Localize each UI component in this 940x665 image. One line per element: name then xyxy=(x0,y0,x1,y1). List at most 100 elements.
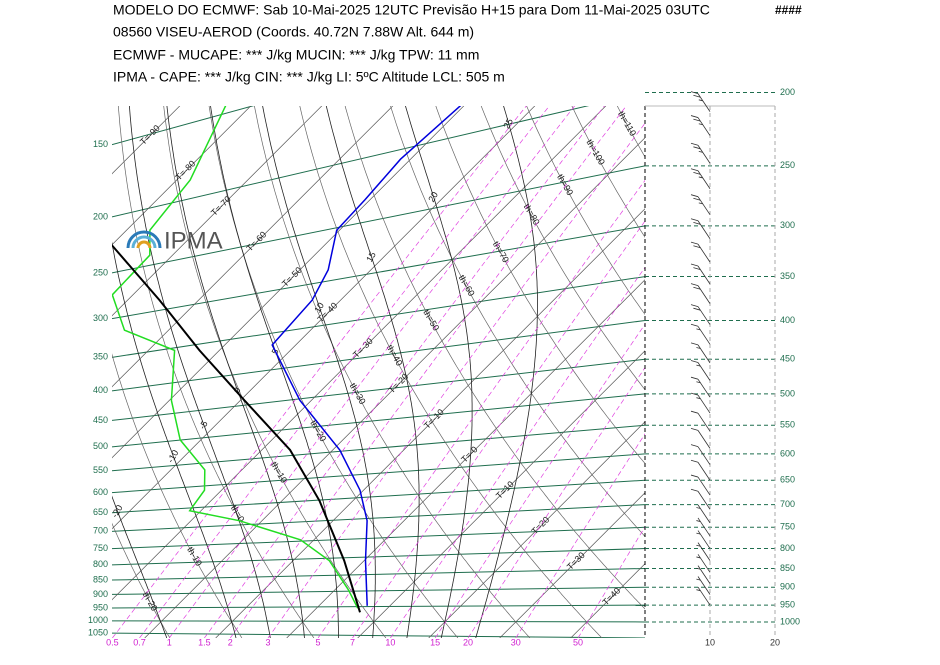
moist-adiabat-label: 20 xyxy=(426,190,440,204)
mixing-ratio-line xyxy=(229,106,627,638)
isobar xyxy=(112,479,645,514)
wind-barb xyxy=(690,392,711,414)
dry-adiabat-label: th=110 xyxy=(616,109,638,137)
isobar xyxy=(112,604,645,609)
y-tick-label: 1000 xyxy=(88,615,108,625)
isotherm-label: T=-90 xyxy=(138,123,162,147)
y2-tick-label: 700 xyxy=(780,499,795,509)
y-tick-label: 1050 xyxy=(88,627,108,637)
y2-tick-label: 350 xyxy=(780,271,795,281)
wind-barb xyxy=(690,218,711,239)
y2-tick-label: 800 xyxy=(780,543,795,553)
wind-barb xyxy=(696,565,711,584)
y-tick-label: 650 xyxy=(93,507,108,517)
dry-adiabat xyxy=(112,522,171,638)
mixing-ratio-line xyxy=(390,266,645,638)
wind-barb xyxy=(696,586,711,606)
isotherm xyxy=(112,106,394,388)
wind-barb xyxy=(696,504,711,524)
y-tick-label: 400 xyxy=(93,385,108,395)
moist-adiabat-label: -5 xyxy=(197,419,210,431)
isotherm xyxy=(215,208,645,638)
y-tick-label: 700 xyxy=(93,526,108,536)
dry-adiabat xyxy=(571,106,645,238)
logo-text: IPMA xyxy=(164,227,223,254)
mixing-ratio-line xyxy=(168,106,576,638)
y2-tick-label: 450 xyxy=(780,354,795,364)
wind-barb xyxy=(690,304,711,325)
wind-barb xyxy=(696,576,711,595)
wind-x-tick-label: 20 xyxy=(770,637,780,647)
isotherm xyxy=(286,279,645,638)
dry-adiabat-label: th=50 xyxy=(421,308,441,333)
y-tick-label: 200 xyxy=(93,211,108,221)
isotherm xyxy=(112,106,323,317)
isotherm-label: T=-70 xyxy=(209,194,233,218)
wind-barb xyxy=(690,427,711,449)
moist-adiabat xyxy=(210,106,340,638)
isotherm-label: T=-20 xyxy=(386,371,410,395)
isobar xyxy=(112,548,645,566)
mixing-ratio-line xyxy=(317,179,645,638)
y-tick-label: 250 xyxy=(93,267,108,277)
wind-barb xyxy=(690,360,711,381)
isotherm-label: T=-0 xyxy=(459,444,479,464)
y2-tick-label: 300 xyxy=(780,220,795,230)
y-tick-label: 950 xyxy=(93,602,108,612)
isobar xyxy=(112,526,645,550)
isobar xyxy=(112,106,255,146)
mixing-ratio-line xyxy=(139,106,550,638)
mixing-ratio-label: 5 xyxy=(316,637,321,647)
wind-barb xyxy=(690,263,711,285)
isobar xyxy=(112,276,645,358)
isobar xyxy=(112,319,645,392)
wind-barb xyxy=(690,241,711,263)
moist-adiabat-label: -20 xyxy=(109,503,124,519)
wind-barb xyxy=(690,323,711,345)
mixing-ratio-line xyxy=(577,526,645,638)
y-tick-label: 150 xyxy=(93,139,108,149)
dry-adiabat xyxy=(435,106,645,465)
moist-adiabat xyxy=(325,106,420,638)
dry-adiabat xyxy=(526,106,645,316)
mixing-ratio-label: 50 xyxy=(573,637,583,647)
isotherm xyxy=(112,106,607,601)
wind-barb xyxy=(696,517,711,537)
wind-barb xyxy=(690,474,711,496)
dry-adiabat xyxy=(390,106,645,538)
y2-tick-label: 850 xyxy=(780,563,795,573)
mixing-ratio-label: 10 xyxy=(385,637,395,647)
y2-tick-label: 950 xyxy=(780,599,795,609)
isotherm xyxy=(112,106,252,246)
wind-barb xyxy=(690,459,711,481)
moist-adiabat-label: 10 xyxy=(312,301,326,315)
isotherm xyxy=(144,137,645,638)
y2-tick-label: 500 xyxy=(780,388,795,398)
logo-arc xyxy=(126,230,162,249)
mixing-ratio-line xyxy=(434,323,645,638)
wind-barb xyxy=(690,115,711,136)
moist-adiabat xyxy=(405,106,473,638)
header-code: #### xyxy=(775,3,802,17)
isotherm-label: T=20 xyxy=(530,515,552,537)
isobar xyxy=(112,620,645,623)
logo-arc xyxy=(131,235,157,249)
wind-barb xyxy=(696,554,711,573)
mixing-ratio-label: 7 xyxy=(350,637,355,647)
header-line: ECMWF - MUCAPE: *** J/kg MUCIN: *** J/kg… xyxy=(113,47,479,63)
mixing-ratio-label: 15 xyxy=(430,637,440,647)
isotherm-label: T=40 xyxy=(601,586,623,608)
wind-barb xyxy=(690,194,711,215)
moist-adiabat xyxy=(112,241,237,638)
moist-adiabat-label: 0 xyxy=(232,386,243,395)
isobar xyxy=(112,632,645,638)
isotherm xyxy=(357,350,645,638)
isobar xyxy=(112,165,645,274)
isotherm-label: T=-60 xyxy=(244,229,268,253)
dry-adiabat-label: th=90 xyxy=(555,172,575,197)
dry-adiabat-label: th-10 xyxy=(185,545,204,568)
y-tick-label: 500 xyxy=(93,441,108,451)
profile-line xyxy=(271,106,462,606)
moist-adiabat xyxy=(166,106,305,638)
